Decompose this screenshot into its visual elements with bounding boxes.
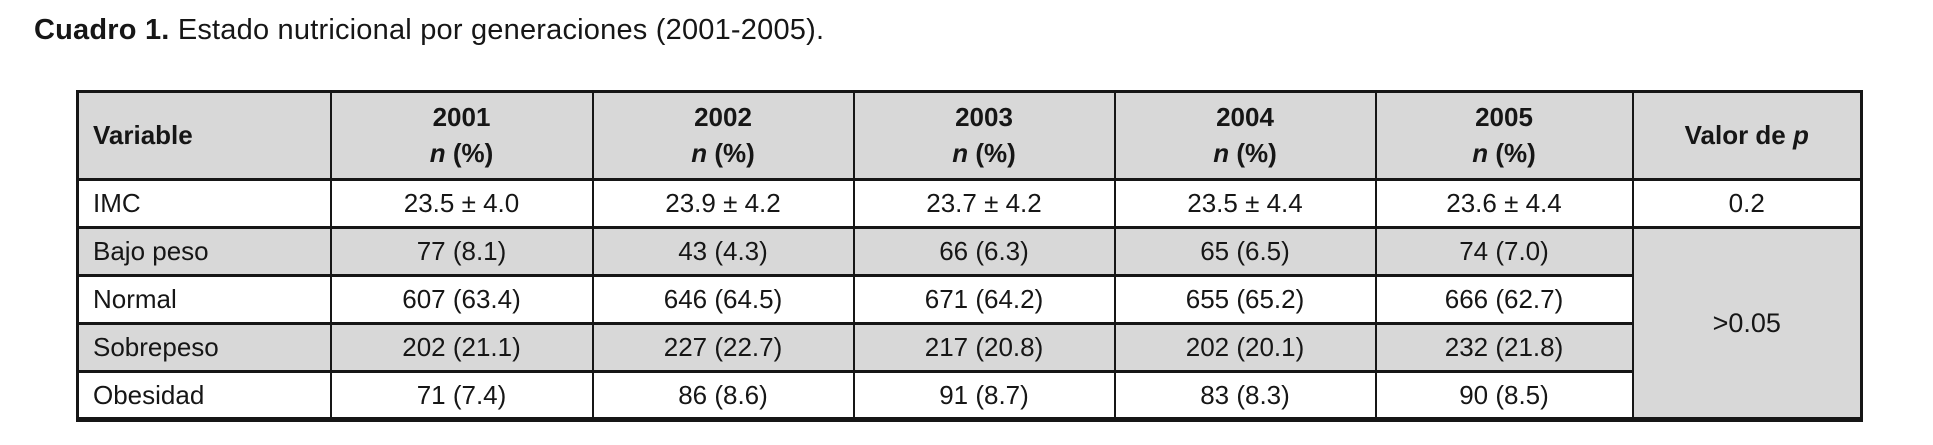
n-percent-label: (%) bbox=[452, 137, 494, 168]
table-caption: Cuadro 1. Estado nutricional por generac… bbox=[34, 14, 824, 47]
row-label: Bajo peso bbox=[76, 226, 332, 277]
year-label: 2002 bbox=[694, 102, 752, 133]
n-percent-label: (%) bbox=[714, 137, 755, 168]
table-row: Bajo peso 77 (8.1) 43 (4.3) 66 (6.3) 65 (6.5… bbox=[76, 226, 1863, 421]
n-symbol: n bbox=[691, 137, 708, 168]
year-label: 2005 bbox=[1475, 102, 1533, 133]
column-header-year: 2001 n (%) bbox=[329, 90, 594, 181]
row-label: IMC bbox=[76, 178, 332, 229]
table-cell: 671 (64.2) bbox=[852, 274, 1116, 325]
table-cell: 23.9 ± 4.2 bbox=[591, 178, 855, 229]
p-header-prefix: Valor de bbox=[1684, 119, 1786, 150]
column-header-variable: Variable bbox=[76, 90, 332, 181]
column-header-year: 2002 n (%) bbox=[591, 90, 855, 181]
table-cell: 666 (62.7) bbox=[1374, 274, 1634, 325]
table-cell: 66 (6.3) bbox=[852, 226, 1116, 277]
row-label: Obesidad bbox=[76, 370, 332, 421]
caption-number: Cuadro 1. bbox=[34, 14, 170, 46]
column-header-year: 2003 n (%) bbox=[852, 90, 1116, 181]
table-row: IMC 23.5 ± 4.0 23.9 ± 4.2 23.7 ± 4.2 23.5 ± … bbox=[76, 178, 1863, 229]
n-symbol: n bbox=[1213, 137, 1230, 168]
column-header-year: 2005 n (%) bbox=[1374, 90, 1634, 181]
table-cell: 23.5 ± 4.4 bbox=[1113, 178, 1377, 229]
n-symbol: n bbox=[1472, 137, 1489, 168]
table-cell: 23.7 ± 4.2 bbox=[852, 178, 1116, 229]
table-cell: 607 (63.4) bbox=[329, 274, 594, 325]
table-cell: 65 (6.5) bbox=[1113, 226, 1377, 277]
year-label: 2001 bbox=[432, 102, 491, 133]
p-value-merged-cell: >0.05 bbox=[1631, 226, 1863, 421]
table-cell: 83 (8.3) bbox=[1113, 370, 1377, 421]
n-percent-label: (%) bbox=[1495, 137, 1536, 168]
table-row: Obesidad 71 (7.4) 86 (8.6) 91 (8.7) 83 (8.3)… bbox=[76, 370, 1862, 421]
table-cell: 202 (21.1) bbox=[329, 322, 594, 373]
row-label: Sobrepeso bbox=[76, 322, 332, 373]
table-cell: 217 (20.8) bbox=[852, 322, 1116, 373]
table-row: Normal 607 (63.4) 646 (64.5) 671 (64.2) 655 … bbox=[76, 274, 1862, 325]
p-header-symbol: p bbox=[1793, 119, 1809, 150]
column-header-year: 2004 n (%) bbox=[1113, 90, 1377, 181]
table-cell: 655 (65.2) bbox=[1113, 274, 1377, 325]
n-percent-label: (%) bbox=[1236, 137, 1277, 168]
table-cell: 90 (8.5) bbox=[1374, 370, 1634, 421]
p-value-cell: 0.2 bbox=[1631, 178, 1863, 229]
year-label: 2003 bbox=[955, 102, 1013, 133]
n-symbol: n bbox=[952, 137, 969, 168]
table-cell: 43 (4.3) bbox=[591, 226, 855, 277]
table-cell: 74 (7.0) bbox=[1374, 226, 1634, 277]
table-cell: 202 (20.1) bbox=[1113, 322, 1377, 373]
table-cell: 646 (64.5) bbox=[591, 274, 855, 325]
header-row: Variable 2001 n (%) 2002 n (%) 2003 n (%) 2004… bbox=[76, 90, 1863, 181]
table-cell: 71 (7.4) bbox=[329, 370, 594, 421]
table-cell: 23.6 ± 4.4 bbox=[1374, 178, 1634, 229]
table-cell: 227 (22.7) bbox=[591, 322, 855, 373]
n-percent-label: (%) bbox=[975, 137, 1016, 168]
table-cell: 232 (21.8) bbox=[1374, 322, 1634, 373]
table-cell: 23.5 ± 4.0 bbox=[329, 178, 594, 229]
column-header-p-value: Valor de p bbox=[1631, 90, 1863, 181]
table-cell: 86 (8.6) bbox=[591, 370, 855, 421]
nutrition-status-table: Variable 2001 n (%) 2002 n (%) 2003 n (%) 2004… bbox=[76, 90, 1863, 422]
caption-text: Estado nutricional por generaciones (200… bbox=[177, 14, 825, 46]
table-cell: 91 (8.7) bbox=[852, 370, 1116, 421]
row-label: Normal bbox=[76, 274, 332, 325]
table-row: Sobrepeso 202 (21.1) 227 (22.7) 217 (20.8) 2… bbox=[76, 322, 1862, 373]
year-label: 2004 bbox=[1216, 102, 1274, 133]
n-symbol: n bbox=[429, 137, 446, 168]
table-cell: 77 (8.1) bbox=[329, 226, 594, 277]
